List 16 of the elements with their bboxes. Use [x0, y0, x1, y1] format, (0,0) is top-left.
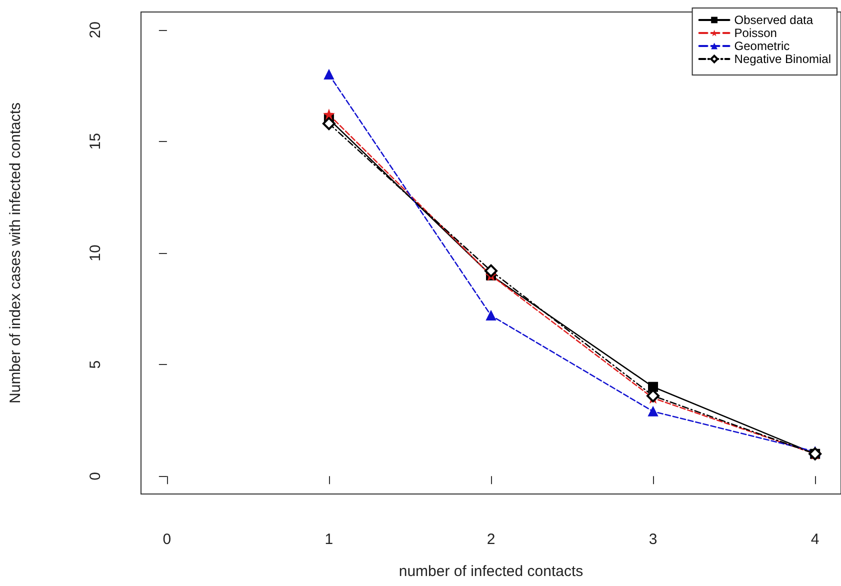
y-tick-label: 15: [87, 133, 104, 150]
x-tick-label: 4: [810, 531, 820, 548]
x-axis-title: number of infected contacts: [398, 563, 584, 580]
legend-label: Observed data: [734, 13, 814, 27]
x-tick-label: 2: [486, 531, 496, 548]
legend-label: Negative Binomial: [734, 52, 832, 66]
y-axis-title: Number of index cases with infected contacts: [7, 102, 24, 404]
y-tick-label: 5: [87, 360, 104, 369]
x-tick-label: 3: [648, 531, 658, 548]
legend-label: Poisson: [734, 26, 777, 40]
x-tick-label: 1: [324, 531, 334, 548]
x-tick-label: 0: [162, 531, 172, 548]
y-tick-label: 10: [87, 244, 104, 262]
y-tick-label: 20: [87, 22, 104, 38]
legend-label: Geometric: [734, 39, 790, 53]
y-tick-label: 0: [87, 472, 104, 480]
